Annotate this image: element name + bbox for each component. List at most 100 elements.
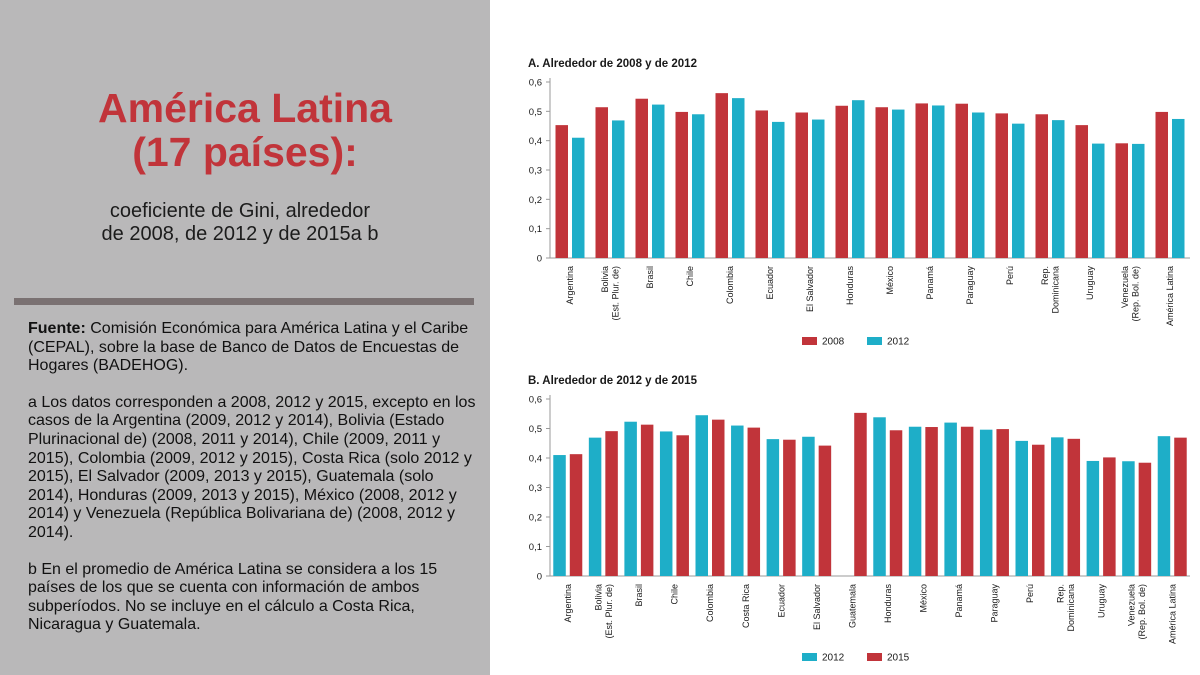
y-tick-label: 0,6 [529, 395, 542, 406]
category-label-line: Chile [685, 266, 695, 287]
bar-2015 [1103, 457, 1116, 576]
legend-swatch-2012 [867, 337, 882, 345]
bar-2012 [659, 431, 673, 576]
category-label: Uruguay [1096, 584, 1106, 619]
category-label: Brasil [634, 584, 644, 607]
category-label-line: El Salvador [805, 266, 815, 312]
category-label: América Latina [1165, 266, 1175, 326]
bar-2012 [1157, 436, 1171, 576]
bar-2008 [835, 105, 848, 258]
legend-label-2015: 2015 [887, 653, 910, 664]
bar-2012 [624, 421, 637, 576]
bar-2015 [1138, 462, 1152, 576]
bar-2015 [605, 431, 618, 576]
category-label: Argentina [563, 584, 573, 623]
bar-2015 [960, 426, 974, 576]
category-label-line: Brasil [645, 266, 655, 289]
category-label: Honduras [883, 584, 893, 624]
legend-label-2012: 2012 [887, 337, 910, 348]
bar-2008 [1035, 114, 1048, 259]
bar-2015 [640, 424, 654, 576]
bar-2015 [818, 445, 832, 576]
category-label-line: Venezuela [1127, 584, 1137, 626]
category-label: Paraguay [965, 266, 975, 305]
category-label-line: Argentina [563, 584, 573, 623]
bar-2008 [1075, 125, 1088, 259]
bar-2012 [553, 455, 566, 576]
bar-2012 [944, 422, 957, 576]
bar-2012 [812, 119, 825, 259]
y-tick-label: 0,1 [529, 224, 542, 235]
bar-2015 [996, 429, 1009, 576]
category-label: Costa Rica [741, 584, 751, 628]
legend-swatch-2008 [802, 337, 817, 345]
bar-2012 [588, 437, 602, 576]
bar-2008 [715, 93, 728, 258]
bar-2015 [925, 427, 938, 576]
note-a: a Los datos corresponden a 2008, 2012 y … [28, 393, 476, 541]
page-subtitle: coeficiente de Gini, alrededor de 2008, … [0, 200, 480, 246]
category-label-line: (Rep. Bol. de) [1130, 266, 1140, 322]
bar-2012 [852, 100, 865, 258]
category-label-line: Uruguay [1085, 266, 1095, 301]
bar-2008 [995, 113, 1008, 259]
bar-2008 [755, 110, 768, 258]
bar-2015 [569, 454, 583, 576]
bar-2015 [712, 419, 725, 576]
source-note: Fuente: Comisión Económica para América … [28, 320, 478, 376]
category-label-line: Panamá [925, 266, 935, 300]
category-label: Panamá [925, 266, 935, 300]
bar-2012 [1012, 123, 1025, 258]
bar-2008 [875, 107, 888, 258]
y-tick-label: 0,4 [529, 454, 542, 465]
category-label: El Salvador [812, 584, 822, 630]
bar-2012 [972, 112, 985, 258]
legend-swatch-2015 [867, 653, 882, 661]
category-label-line: Perú [1005, 266, 1015, 285]
left-panel: América Latina (17 países): coeficiente … [0, 0, 490, 675]
category-label: Rep. Dominicana [1040, 266, 1061, 314]
bar-2008 [1155, 111, 1168, 258]
subtitle-line-2: de 2008, de 2012 y de 2015a b [101, 223, 379, 245]
divider [14, 298, 474, 305]
bar-2008 [635, 98, 648, 258]
category-label-line: (Est. Plur. de) [604, 584, 614, 639]
category-label-line: América Latina [1165, 266, 1175, 326]
category-label-line: Dominicana [1050, 266, 1060, 314]
category-label-line: México [919, 584, 929, 613]
source-text: Comisión Económica para América Latina y… [28, 320, 469, 375]
legend-label-2008: 2008 [822, 337, 845, 348]
category-label-line: América Latina [1167, 584, 1177, 644]
category-label-line: Paraguay [965, 266, 975, 305]
y-tick-label: 0,3 [529, 483, 542, 494]
category-label-line: El Salvador [812, 584, 822, 630]
y-tick-label: 0,3 [529, 166, 542, 177]
category-label-line: Guatemala [847, 584, 857, 628]
category-label-line: Rep. [1056, 584, 1066, 603]
bar-2012 [802, 436, 815, 576]
category-label-line: Bolivia [593, 584, 603, 611]
y-tick-label: 0,2 [529, 195, 542, 206]
bar-2015 [854, 412, 867, 576]
bar-2012 [1092, 143, 1105, 258]
y-tick-label: 0,2 [529, 513, 542, 524]
bar-2012 [908, 426, 922, 576]
category-label: Venezuela (Rep. Bol. de) [1120, 266, 1141, 322]
bar-2008 [795, 112, 808, 258]
page-title: América Latina (17 países): [0, 86, 490, 174]
category-label: Chile [685, 266, 695, 287]
bar-2015 [1174, 437, 1187, 576]
category-label-line: Panamá [954, 584, 964, 618]
category-label-line: (Rep. Bol. de) [1137, 584, 1147, 640]
category-label-line: Dominicana [1066, 584, 1076, 632]
bar-2012 [1086, 460, 1100, 576]
category-label-line: Bolivia [600, 266, 610, 293]
bar-2012 [932, 105, 945, 258]
bar-2015 [1032, 444, 1045, 576]
bar-2015 [676, 435, 689, 576]
bar-2012 [695, 415, 708, 576]
category-label: Brasil [645, 266, 655, 289]
category-label: Perú [1005, 266, 1015, 285]
bar-2015 [889, 430, 903, 576]
title-line-1: América Latina [98, 85, 392, 131]
